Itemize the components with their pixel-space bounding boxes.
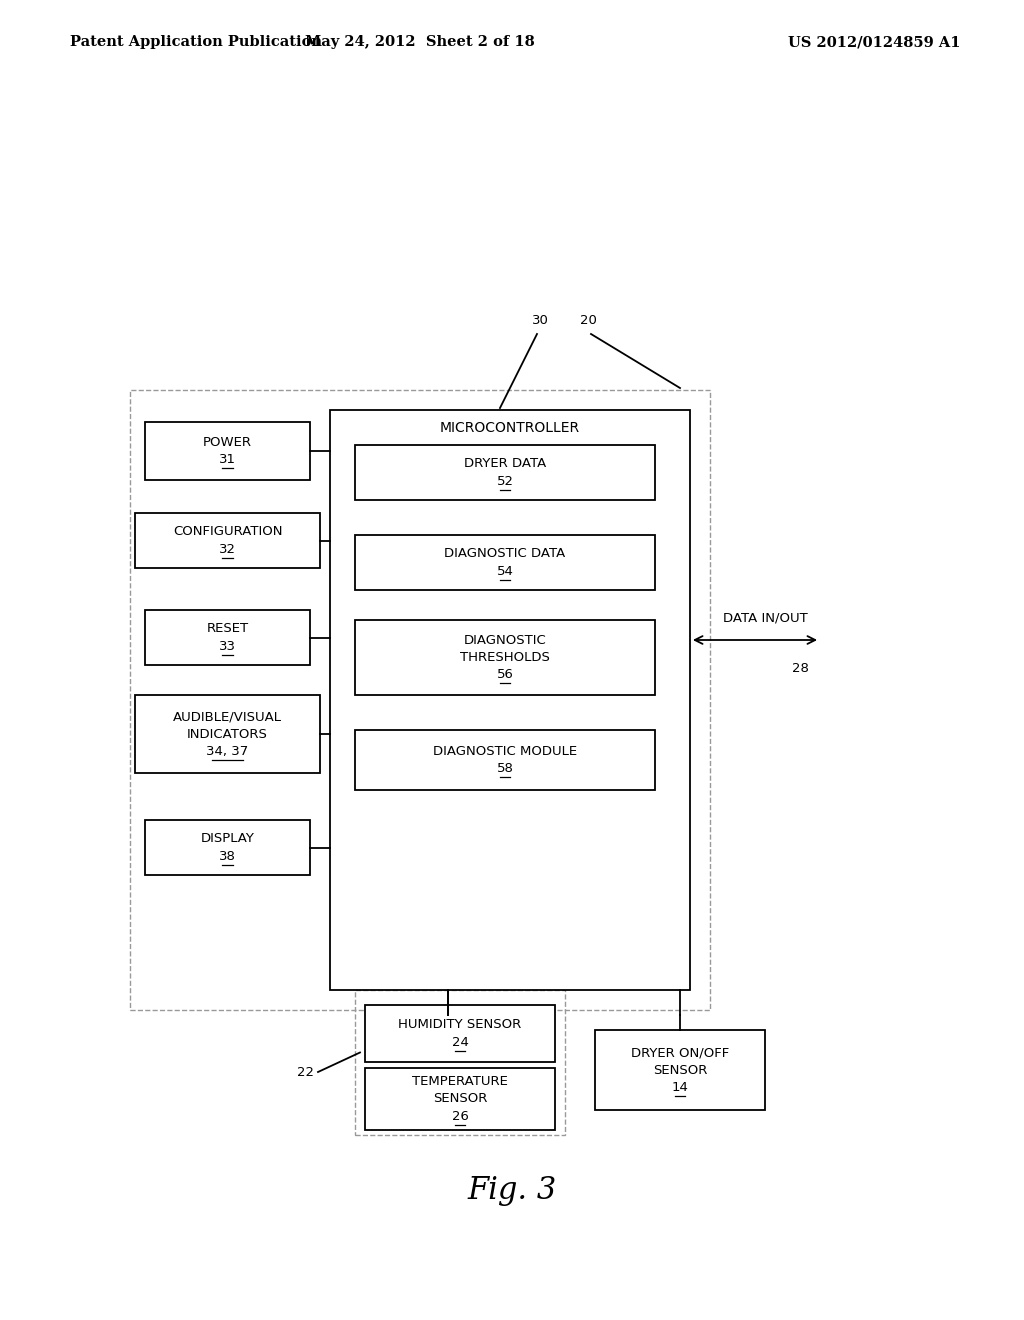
Bar xyxy=(365,1005,555,1063)
Text: 14: 14 xyxy=(672,1081,688,1093)
Text: 56: 56 xyxy=(497,668,513,681)
Text: DISPLAY: DISPLAY xyxy=(201,833,254,845)
Text: 34, 37: 34, 37 xyxy=(207,744,249,758)
Text: Fig. 3: Fig. 3 xyxy=(467,1175,557,1205)
Bar xyxy=(135,696,319,774)
Text: 28: 28 xyxy=(792,661,808,675)
Text: TEMPERATURE: TEMPERATURE xyxy=(412,1076,508,1089)
Bar xyxy=(330,411,690,990)
Text: DRYER DATA: DRYER DATA xyxy=(464,458,546,470)
Text: SENSOR: SENSOR xyxy=(653,1064,708,1077)
Text: DIAGNOSTIC DATA: DIAGNOSTIC DATA xyxy=(444,548,565,561)
Text: AUDIBLE/VISUAL: AUDIBLE/VISUAL xyxy=(173,710,282,723)
Text: 33: 33 xyxy=(219,640,236,652)
Text: 52: 52 xyxy=(497,475,513,487)
Bar xyxy=(145,610,310,665)
Bar xyxy=(130,389,710,1010)
Text: 31: 31 xyxy=(219,453,236,466)
Text: DIAGNOSTIC MODULE: DIAGNOSTIC MODULE xyxy=(433,744,578,758)
Text: SENSOR: SENSOR xyxy=(433,1093,487,1106)
Text: 38: 38 xyxy=(219,850,236,862)
Text: INDICATORS: INDICATORS xyxy=(187,727,268,741)
Text: 24: 24 xyxy=(452,1036,468,1048)
Text: POWER: POWER xyxy=(203,436,252,449)
Text: 54: 54 xyxy=(497,565,513,578)
Text: HUMIDITY SENSOR: HUMIDITY SENSOR xyxy=(398,1019,521,1031)
Bar xyxy=(595,1030,765,1110)
Text: US 2012/0124859 A1: US 2012/0124859 A1 xyxy=(787,36,961,49)
Bar xyxy=(355,535,655,590)
Bar xyxy=(355,445,655,500)
Bar xyxy=(355,730,655,789)
Text: 22: 22 xyxy=(297,1065,313,1078)
Text: RESET: RESET xyxy=(207,623,249,635)
Bar xyxy=(145,820,310,875)
Bar xyxy=(355,990,565,1135)
Bar xyxy=(135,513,319,568)
Text: Patent Application Publication: Patent Application Publication xyxy=(70,36,322,49)
Text: 20: 20 xyxy=(580,314,596,326)
Bar xyxy=(365,1068,555,1130)
Text: May 24, 2012  Sheet 2 of 18: May 24, 2012 Sheet 2 of 18 xyxy=(305,36,535,49)
Bar xyxy=(355,620,655,696)
Text: DATA IN/OUT: DATA IN/OUT xyxy=(723,611,807,624)
Text: 58: 58 xyxy=(497,762,513,775)
Text: THRESHOLDS: THRESHOLDS xyxy=(460,651,550,664)
Text: DRYER ON/OFF: DRYER ON/OFF xyxy=(631,1047,729,1060)
Text: 32: 32 xyxy=(219,543,236,556)
Text: 26: 26 xyxy=(452,1110,468,1122)
Text: DIAGNOSTIC: DIAGNOSTIC xyxy=(464,634,547,647)
Text: 30: 30 xyxy=(531,314,549,326)
Text: MICROCONTROLLER: MICROCONTROLLER xyxy=(440,421,580,436)
Text: CONFIGURATION: CONFIGURATION xyxy=(173,525,283,539)
Bar xyxy=(145,422,310,480)
